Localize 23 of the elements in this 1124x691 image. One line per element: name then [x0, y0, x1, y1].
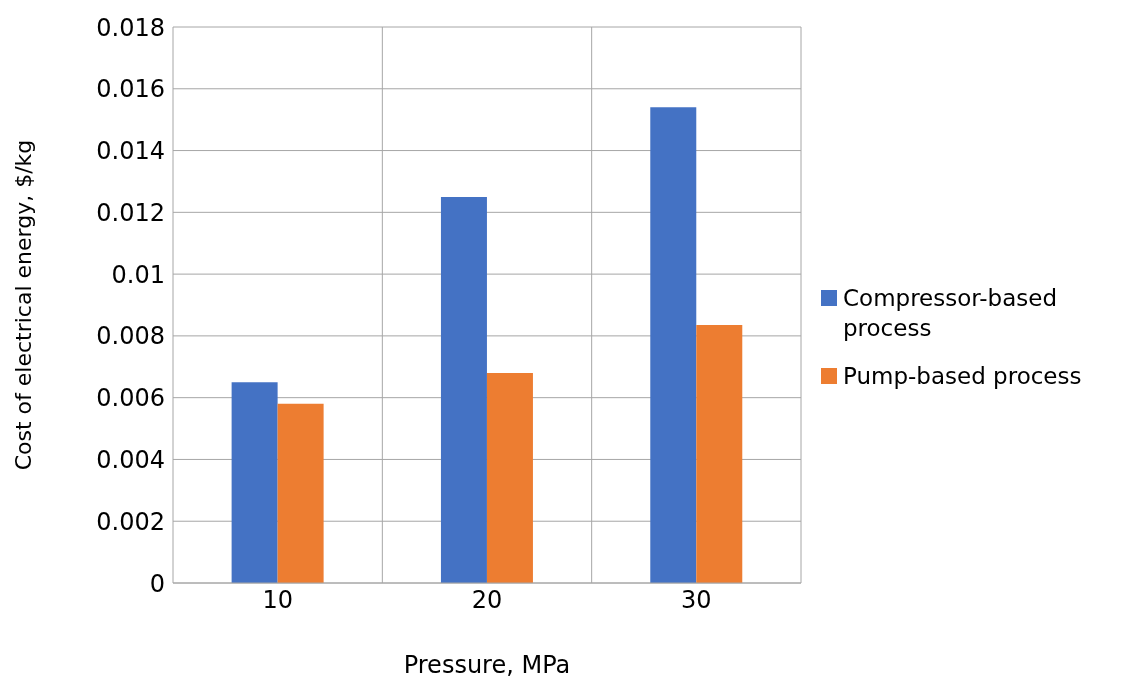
y-tick-label: 0.012	[96, 198, 165, 227]
y-tick-label: 0.004	[96, 445, 165, 474]
legend-label: Pump-based process	[843, 361, 1082, 391]
x-tick-label: 20	[471, 586, 503, 615]
y-axis-title: Cost of electrical energy, $/kg	[10, 139, 36, 471]
bar	[440, 196, 487, 583]
x-axis-title: Pressure, MPa	[403, 651, 571, 679]
y-tick-label: 0.018	[96, 13, 165, 42]
x-tick-label: 30	[681, 586, 712, 615]
x-tick-label: 10	[262, 586, 293, 615]
y-tick-label: 0	[149, 569, 165, 598]
y-tick-label: 0.006	[96, 384, 165, 413]
bar	[486, 372, 533, 583]
bar	[696, 325, 743, 583]
y-tick-label: 0.016	[96, 75, 165, 104]
y-tick-label: 0.014	[96, 137, 165, 166]
bar	[650, 107, 697, 583]
legend-label: Compressor-based process	[843, 283, 1058, 343]
bar	[277, 403, 324, 583]
y-tick-label: 0.01	[111, 260, 165, 289]
bar	[231, 382, 278, 583]
y-tick-label: 0.002	[96, 507, 165, 536]
y-tick-label: 0.008	[96, 322, 165, 351]
